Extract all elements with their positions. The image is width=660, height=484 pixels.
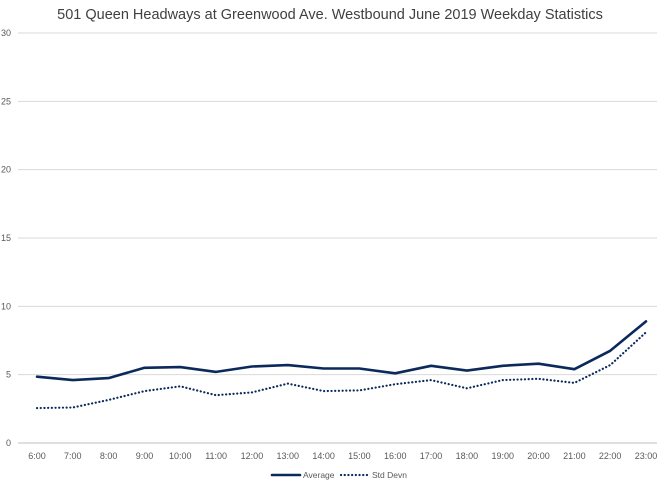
y-tick-label: 30 — [1, 28, 11, 38]
x-tick-label: 18:00 — [456, 451, 479, 461]
chart-title: 501 Queen Headways at Greenwood Ave. Wes… — [57, 7, 603, 23]
x-tick-label: 6:00 — [28, 451, 46, 461]
x-tick-label: 16:00 — [384, 451, 407, 461]
y-tick-label: 15 — [1, 233, 11, 243]
legend-label: Std Devn — [372, 470, 407, 480]
x-tick-label: 11:00 — [205, 451, 227, 461]
x-tick-label: 9:00 — [136, 451, 154, 461]
x-tick-label: 13:00 — [276, 451, 299, 461]
x-tick-label: 14:00 — [312, 451, 335, 461]
x-tick-label: 10:00 — [169, 451, 192, 461]
y-tick-label: 25 — [1, 96, 11, 106]
series-line-average — [35, 320, 648, 382]
x-tick-label: 7:00 — [64, 451, 82, 461]
x-tick-label: 20:00 — [527, 451, 550, 461]
y-tick-label: 20 — [1, 165, 11, 175]
series-line-std-devn — [35, 331, 648, 410]
x-tick-label: 15:00 — [348, 451, 371, 461]
y-tick-label: 5 — [6, 370, 11, 380]
y-tick-label: 0 — [6, 438, 11, 448]
x-tick-label: 23:00 — [635, 451, 658, 461]
x-tick-label: 19:00 — [491, 451, 514, 461]
x-tick-label: 22:00 — [599, 451, 622, 461]
y-tick-label: 10 — [1, 301, 11, 311]
x-tick-label: 17:00 — [420, 451, 443, 461]
x-tick-label: 12:00 — [241, 451, 264, 461]
x-tick-label: 8:00 — [100, 451, 118, 461]
legend-label: Average — [303, 470, 335, 480]
x-tick-label: 21:00 — [563, 451, 586, 461]
